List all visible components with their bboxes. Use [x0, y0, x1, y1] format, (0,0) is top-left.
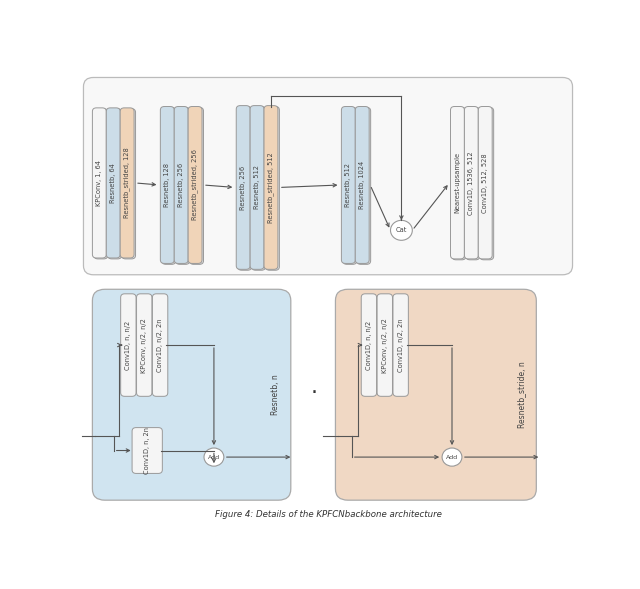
FancyBboxPatch shape — [92, 108, 106, 258]
Text: Resnetb_strided, 128: Resnetb_strided, 128 — [124, 148, 131, 219]
FancyBboxPatch shape — [355, 107, 369, 263]
Text: Cat: Cat — [396, 227, 407, 233]
Text: Conv1D, n, n/2: Conv1D, n, n/2 — [125, 320, 131, 370]
Text: Resnetb, n: Resnetb, n — [271, 375, 280, 415]
FancyBboxPatch shape — [152, 294, 168, 396]
Text: Conv1D, n/2, 2n: Conv1D, n/2, 2n — [157, 318, 163, 372]
Text: Resnetb, 128: Resnetb, 128 — [164, 163, 170, 207]
FancyBboxPatch shape — [94, 109, 108, 259]
FancyBboxPatch shape — [480, 107, 493, 260]
Text: Conv1D, n, 2n: Conv1D, n, 2n — [144, 427, 150, 474]
FancyBboxPatch shape — [92, 289, 291, 500]
FancyBboxPatch shape — [341, 107, 355, 263]
FancyBboxPatch shape — [161, 107, 174, 263]
Text: ·: · — [310, 383, 317, 403]
Text: Add: Add — [208, 455, 220, 459]
Text: Conv1D, 1536, 512: Conv1D, 1536, 512 — [468, 151, 474, 214]
Text: Conv1D, 512, 528: Conv1D, 512, 528 — [482, 153, 488, 213]
Text: Add: Add — [446, 455, 458, 459]
FancyBboxPatch shape — [188, 107, 202, 263]
Text: Resnetb_strided, 256: Resnetb_strided, 256 — [192, 150, 198, 220]
FancyBboxPatch shape — [237, 107, 252, 270]
Text: Figure 4: Details of the KPFCNbackbone architecture: Figure 4: Details of the KPFCNbackbone a… — [214, 509, 442, 519]
FancyBboxPatch shape — [121, 294, 136, 396]
Text: Resnetb, 64: Resnetb, 64 — [110, 163, 116, 203]
Text: Resnetb_stride, n: Resnetb_stride, n — [517, 362, 526, 428]
FancyBboxPatch shape — [466, 107, 480, 260]
FancyBboxPatch shape — [83, 78, 573, 274]
FancyBboxPatch shape — [252, 107, 266, 270]
FancyBboxPatch shape — [452, 107, 466, 260]
FancyBboxPatch shape — [132, 428, 163, 474]
FancyBboxPatch shape — [465, 107, 478, 259]
FancyBboxPatch shape — [264, 105, 278, 269]
Text: KPConv, n/2, n/2: KPConv, n/2, n/2 — [382, 317, 388, 372]
Circle shape — [442, 448, 462, 466]
FancyBboxPatch shape — [162, 107, 176, 264]
Text: Nearest-upsample: Nearest-upsample — [454, 152, 460, 213]
FancyBboxPatch shape — [393, 294, 408, 396]
Text: KPConv, n/2, n/2: KPConv, n/2, n/2 — [141, 317, 147, 372]
Text: Resnetb, 256: Resnetb, 256 — [240, 166, 246, 210]
Text: KPConv, 1, 64: KPConv, 1, 64 — [97, 160, 102, 206]
FancyBboxPatch shape — [174, 107, 188, 263]
FancyBboxPatch shape — [136, 294, 152, 396]
FancyBboxPatch shape — [106, 108, 120, 258]
FancyBboxPatch shape — [266, 107, 280, 270]
Text: Conv1D, n/2, 2n: Conv1D, n/2, 2n — [397, 318, 404, 372]
FancyBboxPatch shape — [377, 294, 392, 396]
FancyBboxPatch shape — [236, 105, 250, 269]
FancyBboxPatch shape — [176, 107, 189, 264]
Circle shape — [204, 448, 224, 466]
Text: Resnetb, 512: Resnetb, 512 — [346, 163, 351, 207]
FancyBboxPatch shape — [361, 294, 376, 396]
FancyBboxPatch shape — [478, 107, 492, 259]
Text: Resnetb, 512: Resnetb, 512 — [254, 166, 260, 210]
FancyBboxPatch shape — [451, 107, 465, 259]
Text: Resnetb, 256: Resnetb, 256 — [178, 163, 184, 207]
FancyBboxPatch shape — [189, 107, 204, 264]
Text: Resnetb_strided, 512: Resnetb_strided, 512 — [268, 152, 275, 223]
FancyBboxPatch shape — [250, 105, 264, 269]
FancyBboxPatch shape — [335, 289, 536, 500]
FancyBboxPatch shape — [108, 109, 122, 259]
Text: Conv1D, n, n/2: Conv1D, n, n/2 — [366, 320, 372, 370]
FancyBboxPatch shape — [120, 108, 134, 258]
Text: Resnetb, 1024: Resnetb, 1024 — [359, 161, 365, 209]
FancyBboxPatch shape — [343, 107, 356, 264]
FancyBboxPatch shape — [356, 107, 371, 264]
Circle shape — [390, 220, 412, 240]
FancyBboxPatch shape — [122, 109, 136, 259]
